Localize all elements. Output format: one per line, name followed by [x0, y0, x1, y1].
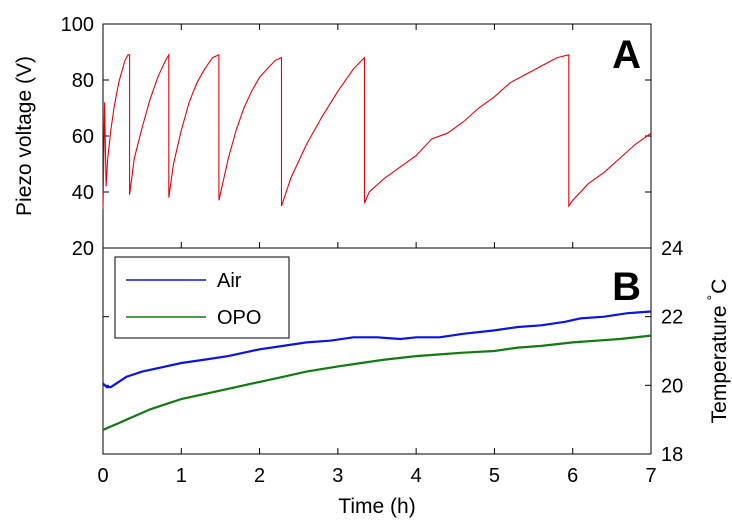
x-tick-label: 0	[97, 465, 108, 487]
y-axis-title-right-unit: C	[708, 279, 731, 294]
a-y-tick-label: 100	[61, 14, 94, 36]
x-tick-labels: 0 1 2 3 4 5 6 7	[97, 465, 656, 487]
air-temperature-line	[102, 310, 652, 389]
b-y-tick-label: 20	[661, 375, 683, 397]
y-axis-title-left: Piezo voltage (V)	[13, 56, 36, 216]
opo-temperature-line	[102, 334, 652, 432]
b-y-tick-label: 24	[661, 238, 683, 260]
x-tick-label: 2	[254, 465, 265, 487]
panel-b-right-y-ticks	[103, 247, 651, 455]
panel-a-letter: A	[612, 33, 641, 77]
panel-b-frame	[102, 247, 652, 455]
a-y-tick-label: 20	[72, 238, 94, 260]
x-tick-label: 4	[411, 465, 422, 487]
legend-box	[114, 256, 290, 339]
panel-b: 18 20 22 24 0 1 2 3 4 5 6 7 B Air OPO Temperature °…	[97, 24, 731, 518]
panel-b-letter: B	[612, 265, 641, 309]
a-y-tick-label: 80	[72, 70, 94, 92]
x-tick-label: 7	[645, 465, 656, 487]
x-tick-label: 3	[332, 465, 343, 487]
b-y-tick-label: 18	[661, 444, 683, 466]
panel-a: 20 40 60 80 100 A Piezo voltage (V)	[13, 14, 652, 260]
panel-b-right-y-tick-labels: 18 20 22 24	[661, 238, 683, 466]
y-axis-title-right: Temperature °C	[704, 279, 731, 424]
svg-text:Temperature°C: Temperature °C	[704, 279, 731, 424]
y-axis-title-right-main: Temperature	[708, 305, 731, 423]
x-tick-label: 5	[489, 465, 500, 487]
x-ticks	[102, 24, 652, 454]
b-y-tick-label: 22	[661, 307, 683, 329]
legend-label-air: Air	[217, 270, 242, 292]
panel-a-y-tick-labels: 20 40 60 80 100	[61, 14, 94, 260]
x-axis-title: Time (h)	[338, 495, 415, 518]
a-y-tick-label: 60	[72, 126, 94, 148]
piezo-voltage-line	[102, 52, 652, 209]
x-tick-label: 1	[176, 465, 187, 487]
y-axis-title-right-degree: °	[704, 295, 720, 301]
a-y-tick-label: 40	[72, 182, 94, 204]
legend-label-opo: OPO	[217, 307, 261, 329]
legend: Air OPO	[114, 256, 290, 339]
x-tick-label: 6	[567, 465, 578, 487]
